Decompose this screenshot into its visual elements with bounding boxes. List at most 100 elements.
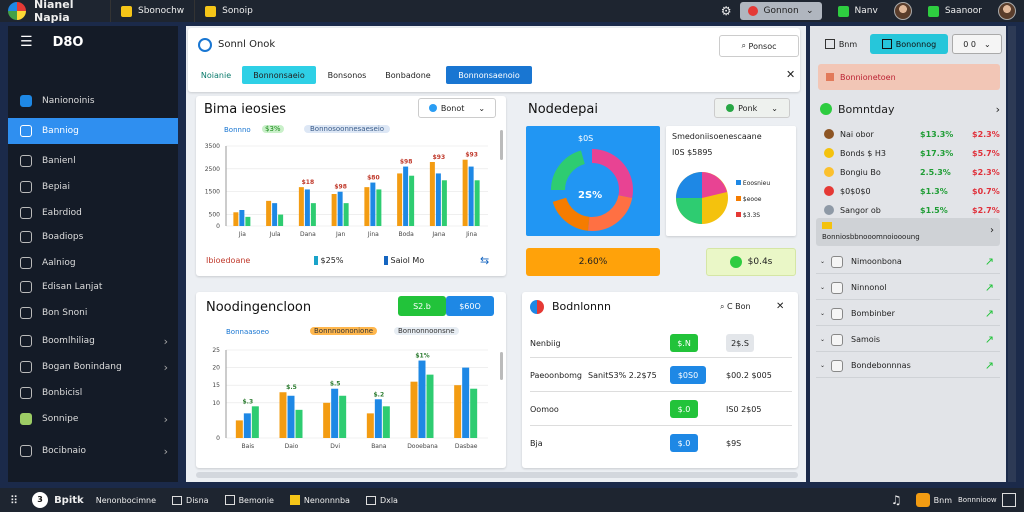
panel-button-primary[interactable]: Bononnog [870, 34, 948, 54]
horizontal-scrollbar[interactable] [196, 472, 798, 478]
scrollbar[interactable] [500, 130, 503, 160]
stat-button[interactable]: $0.4s [706, 248, 796, 276]
bar[interactable] [470, 388, 478, 438]
top-item-saanoor[interactable]: Saanoor [920, 2, 990, 20]
bar[interactable] [233, 212, 239, 226]
bar[interactable] [304, 189, 310, 226]
vertical-scrollbar[interactable] [1008, 26, 1016, 482]
sidebar-item-13[interactable]: Bocibnaio › [8, 438, 178, 464]
sidebar-item-4[interactable]: Eabrdiod [8, 200, 178, 226]
taskbar-item[interactable]: Nenonnnba [303, 495, 350, 505]
bar[interactable] [441, 180, 447, 226]
arrow-icon[interactable]: ↗ [984, 255, 994, 268]
grid-icon[interactable]: ⠿ [10, 493, 19, 507]
section-header[interactable]: Bomntday › [820, 100, 1000, 118]
sidebar-item-10[interactable]: Bogan Bonindang › [8, 354, 178, 380]
table-row[interactable]: Nenbiig $.N 2$.S [530, 330, 792, 358]
search-button[interactable]: ⌕ Ponsoc [719, 35, 799, 57]
app-icon[interactable] [915, 493, 930, 507]
sub-banner[interactable]: Bonniosbbnooomnoioooung › [816, 218, 1000, 246]
bar[interactable] [251, 406, 259, 438]
taskbar-item[interactable]: Bnm [933, 495, 952, 505]
bar[interactable] [272, 203, 278, 226]
tab-bonbadone[interactable]: Bonbadone [385, 70, 431, 80]
table-row[interactable]: Paeoonbomg SanitS3% 2.2$75 $0S0 $00.2 $0… [530, 360, 792, 392]
stat-button[interactable]: 2.60% [526, 248, 660, 276]
bar[interactable] [429, 162, 435, 226]
bar[interactable] [339, 395, 347, 438]
menu-icon[interactable]: ☰ [20, 34, 33, 50]
bar[interactable] [410, 381, 418, 438]
bar[interactable] [435, 173, 441, 226]
list-item[interactable]: ⌄ Ninnonol ↗ [816, 276, 1000, 300]
list-item[interactable]: ⌄ Samois ↗ [816, 328, 1000, 352]
window-icon[interactable] [1002, 493, 1016, 507]
taskbar-item[interactable]: Dxla [379, 495, 398, 505]
panel-dropdown[interactable]: 0 0 ⌄ [952, 34, 1002, 54]
avatar[interactable] [998, 2, 1016, 20]
arrow-icon[interactable]: ↗ [984, 359, 994, 372]
sidebar-item-6[interactable]: Aalniog [8, 250, 178, 276]
avatar[interactable] [893, 2, 912, 20]
ticker-row[interactable]: Sangor ob $1.5% $2.7% [816, 200, 1000, 220]
taskbar-item[interactable]: Bpitk [54, 494, 84, 506]
blue-button[interactable]: $60O [446, 296, 494, 316]
tab-bonsonos[interactable]: Bonsonos [327, 70, 367, 80]
bar[interactable] [474, 180, 480, 226]
bar[interactable] [376, 189, 382, 226]
list-item[interactable]: ⌄ Bondebonnnas ↗ [816, 354, 1000, 378]
tab-bonnonsaenoio[interactable]: Bonnonsaenoio [446, 66, 532, 84]
tab-bonnonsaeio[interactable]: Bonnonsaeio [242, 66, 316, 84]
scrollbar[interactable] [500, 352, 503, 380]
sidebar-item-5[interactable]: Boadiops [8, 224, 178, 250]
arrow-icon[interactable]: ↗ [984, 281, 994, 294]
ticker-row[interactable]: $0$0$0 $1.3% $0.7% [816, 181, 1000, 201]
taskbar-item[interactable]: Bemonie [238, 495, 274, 505]
sidebar-item-0[interactable]: Nanionoinis [8, 88, 178, 114]
ticker-row[interactable]: Bonds $ H3 $17.3% $5.7% [816, 143, 1000, 163]
list-item[interactable]: ⌄ Nimoonbona ↗ [816, 250, 1000, 274]
bar[interactable] [462, 367, 470, 438]
bar[interactable] [298, 187, 304, 226]
bar[interactable] [374, 399, 382, 438]
arrow-icon[interactable]: ↗ [984, 307, 994, 320]
sidebar-item-11[interactable]: Bonbicisl [8, 380, 178, 406]
bar[interactable] [366, 413, 374, 438]
app-icon[interactable]: 3 [32, 492, 49, 508]
bar[interactable] [382, 406, 390, 438]
sidebar-item-3[interactable]: Bepiai [8, 174, 178, 200]
refresh-icon[interactable]: ⇆ [480, 254, 490, 267]
table-row[interactable]: Bja $.0 $9S [530, 428, 792, 460]
bar[interactable] [343, 203, 349, 226]
bar[interactable] [239, 210, 245, 226]
bar[interactable] [454, 385, 462, 438]
top-tab-2[interactable]: Sonoip [194, 0, 263, 22]
filter-dropdown[interactable]: Ponk ⌄ [714, 98, 790, 118]
tab-noianie[interactable]: Noianie [200, 70, 232, 80]
bar[interactable] [279, 392, 287, 438]
table-row[interactable]: Oomoo $.0 IS0 2$05 [530, 394, 792, 426]
period-dropdown[interactable]: Bonot ⌄ [418, 98, 496, 118]
bar[interactable] [295, 409, 303, 438]
bar[interactable] [245, 216, 251, 226]
bar[interactable] [323, 402, 331, 438]
sidebar-item-12[interactable]: Sonnipe › [8, 406, 178, 432]
bar[interactable] [397, 173, 403, 226]
sidebar-item-9[interactable]: Boomlhiliag › [8, 328, 178, 354]
panel-button[interactable]: Bnm [816, 34, 866, 54]
arrow-icon[interactable]: ↗ [984, 333, 994, 346]
bar[interactable] [462, 159, 468, 226]
taskbar-item[interactable]: Nenonbocimne [95, 495, 157, 505]
sidebar-item-8[interactable]: Bon Snoni [8, 300, 178, 326]
bar[interactable] [418, 360, 426, 438]
bar[interactable] [287, 395, 295, 438]
bar[interactable] [310, 203, 316, 226]
bell-icon[interactable]: ♫ [890, 493, 902, 507]
bar[interactable] [243, 413, 251, 438]
sidebar-item-1[interactable]: Banniog [8, 118, 178, 144]
bar[interactable] [337, 191, 343, 226]
ticker-row[interactable]: Nai obor $13.3% $2.3% [816, 124, 1000, 144]
bar[interactable] [403, 166, 409, 226]
ticker-row[interactable]: Bongiu Bo 2.5.3% $2.3% [816, 162, 1000, 182]
bar[interactable] [331, 194, 337, 226]
